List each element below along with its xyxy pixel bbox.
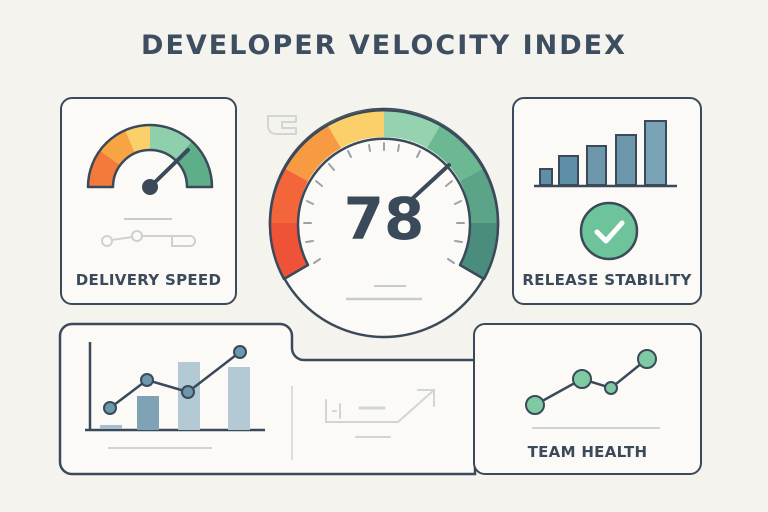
delivery-speed-label: DELIVERY SPEED [75,271,222,289]
gauge-dial-icon [268,107,500,339]
line-trend-icon [525,349,660,429]
bar-chart-icon [534,120,677,188]
delivery-speed-card[interactable]: DELIVERY SPEED [60,97,237,305]
team-health-card[interactable]: TEAM HEALTH [473,323,702,475]
velocity-score: 78 [343,185,425,253]
page-title: DEVELOPER VELOCITY INDEX [141,30,627,61]
release-stability-card[interactable]: RELEASE STABILITY [512,97,702,305]
main-velocity-gauge[interactable]: 78 [268,107,500,339]
team-health-label: TEAM HEALTH [527,443,648,461]
check-circle-icon [579,201,639,261]
faded-trend-arrow-icon [325,389,435,438]
combo-chart-icon [85,342,293,460]
speedometer-icon [86,123,214,247]
release-stability-label: RELEASE STABILITY [522,271,692,289]
trend-card[interactable] [60,324,475,474]
